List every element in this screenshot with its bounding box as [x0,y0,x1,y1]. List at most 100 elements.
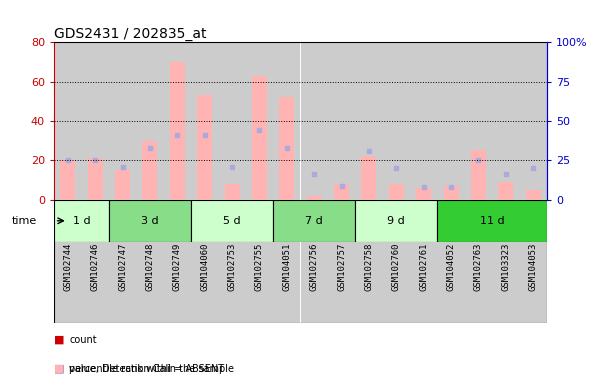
Bar [355,200,438,242]
Bar [273,238,300,323]
Point [419,184,429,190]
Bar [169,62,185,200]
Bar [252,76,267,200]
Bar [416,188,432,200]
Bar [328,238,355,323]
Text: GSM104060: GSM104060 [200,242,209,291]
Text: GSM102761: GSM102761 [419,242,428,291]
Text: GSM102755: GSM102755 [255,242,264,291]
Point [90,157,100,164]
Bar [444,186,459,200]
Text: GSM102744: GSM102744 [63,242,72,291]
Bar [82,238,109,323]
Text: GSM103323: GSM103323 [501,242,510,291]
Text: GDS2431 / 202835_at: GDS2431 / 202835_at [54,27,207,41]
Point [63,157,73,164]
Text: GSM102760: GSM102760 [392,242,401,291]
Text: GSM102758: GSM102758 [364,242,373,291]
Bar [498,182,513,200]
Text: GSM102748: GSM102748 [145,242,154,291]
Bar [218,42,246,200]
Bar [54,200,109,242]
Bar [60,161,75,200]
Text: 7 d: 7 d [305,216,323,226]
Text: 11 d: 11 d [480,216,504,226]
Text: GSM102757: GSM102757 [337,242,346,291]
Bar [307,196,322,200]
Point [528,165,538,171]
Bar [82,42,109,200]
Bar [438,42,465,200]
Bar [383,238,410,323]
Bar [273,200,355,242]
Point [172,132,182,138]
Bar [279,98,294,200]
Bar [109,200,191,242]
Bar [191,42,218,200]
Point [474,157,483,164]
Text: GSM102747: GSM102747 [118,242,127,291]
Point [447,184,456,190]
Bar [163,42,191,200]
Bar [471,151,486,200]
Bar [492,42,519,200]
Bar [191,238,218,323]
Text: GSM104053: GSM104053 [529,242,538,291]
Bar [218,238,246,323]
Bar [191,200,273,242]
Bar [410,42,438,200]
Point [337,182,346,189]
Point [391,165,401,171]
Point [118,164,127,170]
Bar [355,42,383,200]
Text: ■: ■ [54,364,64,374]
Text: time: time [12,216,37,226]
Bar [225,184,240,200]
Bar [109,238,136,323]
Bar [88,158,103,200]
Text: ■: ■ [54,335,64,345]
Text: 5 d: 5 d [223,216,241,226]
Bar [273,42,300,200]
Bar [519,42,547,200]
Bar [328,42,355,200]
Point [310,171,319,177]
Point [227,164,237,170]
Bar [519,238,547,323]
Text: count: count [69,335,97,345]
Bar [246,238,273,323]
Bar [410,238,438,323]
Text: percentile rank within the sample: percentile rank within the sample [69,364,234,374]
Point [501,171,511,177]
Text: GSM104052: GSM104052 [447,242,456,291]
Bar [109,42,136,200]
Bar [438,238,465,323]
Point [145,145,154,151]
Text: GSM102749: GSM102749 [173,242,182,291]
Bar [492,238,519,323]
Bar [54,42,82,200]
Text: GSM102756: GSM102756 [310,242,319,291]
Point [364,148,374,154]
Bar [246,42,273,200]
Bar [54,238,82,323]
Bar [361,156,376,200]
Text: 9 d: 9 d [388,216,405,226]
Bar [465,238,492,323]
Bar [163,238,191,323]
Text: GSM102763: GSM102763 [474,242,483,291]
Bar [526,190,541,200]
Text: GSM104051: GSM104051 [282,242,291,291]
Bar [465,42,492,200]
Bar [115,170,130,200]
Bar [334,184,349,200]
Text: 3 d: 3 d [141,216,159,226]
Text: value, Detection Call = ABSENT: value, Detection Call = ABSENT [69,364,224,374]
Point [200,132,210,138]
Point [255,127,264,134]
Bar [136,42,163,200]
Point [282,145,291,151]
Bar [300,42,328,200]
Text: GSM102746: GSM102746 [91,242,100,291]
Bar [383,42,410,200]
